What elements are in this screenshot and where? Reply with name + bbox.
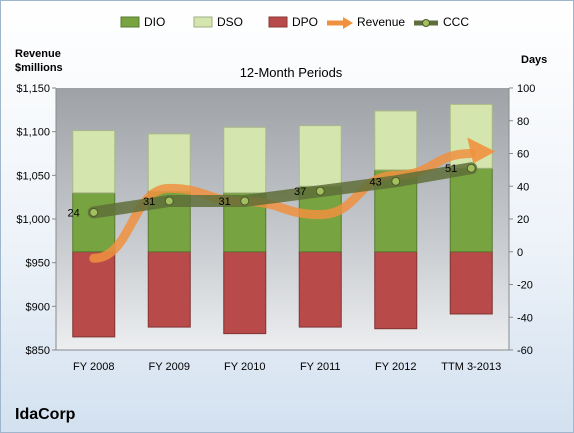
ccc-marker	[89, 207, 99, 217]
revenue-arrowhead	[467, 137, 496, 164]
left-tick-label: $1,000	[16, 214, 50, 226]
right-tick-label: -40	[517, 312, 533, 324]
dso-bar	[72, 130, 116, 194]
x-tick-label: TTM 3-2013	[441, 361, 501, 373]
ccc-data-label: 24	[68, 207, 80, 219]
ccc-data-label: 31	[143, 196, 155, 208]
legend-label-ccc: CCC	[443, 15, 469, 29]
left-tick-label: $1,100	[16, 127, 50, 139]
x-tick-label: FY 2009	[149, 361, 190, 373]
right-tick-label: 40	[517, 181, 529, 193]
ccc-marker	[240, 196, 250, 206]
right-axis-title: Days	[521, 54, 547, 66]
right-tick-label: -20	[517, 280, 533, 292]
legend-arrowhead-revenue	[343, 17, 353, 29]
company-name: IdaCorp	[15, 406, 76, 423]
dpo-bar	[374, 251, 418, 330]
axes: $850 $900 $950 $1,000 $1,050 $1,100 $1,150 -60 -…	[16, 83, 535, 357]
x-axis-labels: FY 2008 FY 2009 FY 2010 FY 2011 FY 2012 TTM 3…	[73, 361, 501, 373]
left-tick-label: $900	[26, 301, 50, 313]
plot-area	[56, 88, 509, 350]
dio-bar	[72, 192, 116, 253]
dpo-bar	[449, 251, 493, 315]
left-tick-label: $850	[26, 345, 50, 357]
legend-swatch-dio	[120, 16, 140, 28]
ccc-data-label: 43	[370, 176, 382, 188]
dso-bar	[374, 110, 418, 171]
right-tick-label: 20	[517, 214, 529, 226]
left-tick-label: $1,150	[16, 83, 50, 95]
legend: DIO DSO DPO Revenue CCC	[120, 15, 469, 29]
right-tick-label: 100	[517, 83, 535, 95]
ccc-data-label: 37	[294, 186, 306, 198]
right-tick-label: -60	[517, 345, 533, 357]
ccc-data-label: 51	[445, 163, 457, 175]
ccc-line	[87, 162, 478, 219]
ccc-marker	[164, 196, 174, 206]
dso-bar	[298, 125, 342, 187]
ccc-marker	[391, 176, 401, 186]
legend-label-revenue: Revenue	[357, 15, 405, 29]
right-tick-label: 60	[517, 149, 529, 161]
dso-bar	[223, 126, 267, 194]
bars	[72, 103, 493, 338]
x-tick-label: FY 2012	[375, 361, 416, 373]
dpo-bar	[72, 251, 116, 338]
left-tick-label: $950	[26, 258, 50, 270]
ccc-series: 24 31 31 37 43 51	[68, 162, 478, 219]
legend-label-dso: DSO	[217, 15, 243, 29]
dso-bar	[147, 133, 191, 192]
x-tick-label: FY 2010	[224, 361, 265, 373]
dpo-bar	[223, 251, 267, 335]
dpo-bar	[298, 251, 342, 328]
ccc-marker	[315, 186, 325, 196]
dio-bar	[449, 167, 493, 253]
left-axis-title-line1: Revenue	[15, 48, 61, 60]
ccc-marker	[466, 163, 476, 173]
legend-label-dpo: DPO	[292, 15, 318, 29]
ccc-data-label: 31	[219, 196, 231, 208]
dpo-bar	[147, 251, 191, 328]
chart-title: 12-Month Periods	[240, 65, 343, 80]
x-tick-label: FY 2011	[300, 361, 341, 373]
x-tick-label: FY 2008	[73, 361, 114, 373]
left-axis-title-line2: $millions	[15, 62, 63, 74]
legend-marker-ccc	[422, 19, 430, 27]
legend-swatch-dpo	[268, 16, 288, 28]
right-tick-label: 0	[517, 247, 523, 259]
legend-swatch-dso	[193, 16, 213, 28]
legend-label-dio: DIO	[144, 15, 165, 29]
left-tick-label: $1,050	[16, 170, 50, 182]
right-tick-label: 80	[517, 116, 529, 128]
